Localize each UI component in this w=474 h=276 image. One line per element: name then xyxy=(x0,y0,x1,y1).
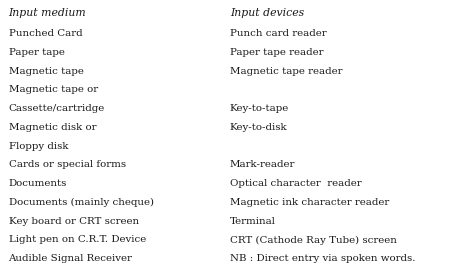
Text: Punched Card: Punched Card xyxy=(9,29,82,38)
Text: Punch card reader: Punch card reader xyxy=(230,29,327,38)
Text: NB : Direct entry via spoken words.: NB : Direct entry via spoken words. xyxy=(230,254,415,263)
Text: Key board or CRT screen: Key board or CRT screen xyxy=(9,217,139,226)
Text: Light pen on C.R.T. Device: Light pen on C.R.T. Device xyxy=(9,235,146,245)
Text: Documents (mainly cheque): Documents (mainly cheque) xyxy=(9,198,154,207)
Text: Cards or special forms: Cards or special forms xyxy=(9,160,126,169)
Text: Key-to-tape: Key-to-tape xyxy=(230,104,289,113)
Text: Magnetic tape: Magnetic tape xyxy=(9,67,83,76)
Text: Mark-reader: Mark-reader xyxy=(230,160,295,169)
Text: Audible Signal Receiver: Audible Signal Receiver xyxy=(9,254,132,263)
Text: Documents: Documents xyxy=(9,179,67,188)
Text: Magnetic tape reader: Magnetic tape reader xyxy=(230,67,342,76)
Text: Paper tape reader: Paper tape reader xyxy=(230,48,323,57)
Text: Magnetic disk or: Magnetic disk or xyxy=(9,123,96,132)
Text: Input medium: Input medium xyxy=(9,8,86,18)
Text: Cassette/cartridge: Cassette/cartridge xyxy=(9,104,105,113)
Text: Paper tape: Paper tape xyxy=(9,48,64,57)
Text: Floppy disk: Floppy disk xyxy=(9,142,68,151)
Text: Input devices: Input devices xyxy=(230,8,304,18)
Text: CRT (Cathode Ray Tube) screen: CRT (Cathode Ray Tube) screen xyxy=(230,235,397,245)
Text: Key-to-disk: Key-to-disk xyxy=(230,123,288,132)
Text: Optical character  reader: Optical character reader xyxy=(230,179,362,188)
Text: Magnetic tape or: Magnetic tape or xyxy=(9,85,98,94)
Text: Magnetic ink character reader: Magnetic ink character reader xyxy=(230,198,389,207)
Text: Terminal: Terminal xyxy=(230,217,276,226)
